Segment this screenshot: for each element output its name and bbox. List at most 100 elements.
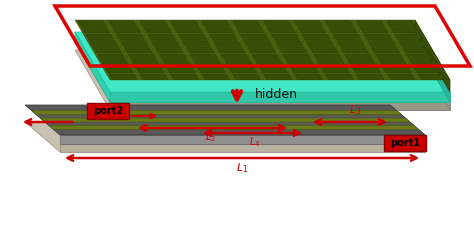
Polygon shape [233, 74, 261, 80]
Polygon shape [414, 68, 442, 73]
Polygon shape [326, 74, 353, 80]
Polygon shape [229, 68, 256, 73]
Polygon shape [110, 92, 450, 102]
Polygon shape [383, 68, 411, 73]
Polygon shape [321, 68, 349, 73]
Polygon shape [237, 28, 264, 33]
Text: port1: port1 [390, 138, 420, 148]
Polygon shape [113, 28, 141, 33]
Polygon shape [178, 34, 206, 40]
Polygon shape [217, 48, 245, 53]
Polygon shape [182, 41, 210, 46]
Polygon shape [147, 34, 175, 40]
Polygon shape [240, 34, 268, 40]
Polygon shape [75, 42, 450, 102]
Polygon shape [356, 21, 384, 26]
Polygon shape [159, 54, 187, 60]
Polygon shape [205, 28, 233, 33]
Polygon shape [171, 21, 199, 26]
Polygon shape [391, 28, 419, 33]
Polygon shape [252, 54, 280, 60]
Polygon shape [221, 54, 249, 60]
Polygon shape [264, 74, 292, 80]
Polygon shape [82, 28, 109, 33]
Polygon shape [353, 68, 380, 73]
Polygon shape [325, 21, 353, 26]
Polygon shape [78, 21, 106, 26]
Polygon shape [132, 61, 160, 66]
Polygon shape [75, 20, 450, 80]
Polygon shape [167, 68, 195, 73]
Polygon shape [283, 54, 310, 60]
Polygon shape [75, 32, 450, 92]
Polygon shape [345, 54, 373, 60]
Polygon shape [298, 28, 326, 33]
Polygon shape [260, 68, 288, 73]
Polygon shape [151, 41, 179, 46]
Polygon shape [415, 20, 450, 92]
Text: port2: port2 [93, 106, 123, 116]
Polygon shape [372, 48, 400, 53]
Polygon shape [294, 21, 322, 26]
Polygon shape [210, 34, 237, 40]
Polygon shape [105, 68, 133, 73]
Polygon shape [86, 34, 114, 40]
Polygon shape [248, 48, 276, 53]
Polygon shape [333, 34, 361, 40]
Polygon shape [368, 41, 396, 46]
Polygon shape [140, 74, 168, 80]
Polygon shape [410, 61, 438, 66]
Polygon shape [275, 41, 303, 46]
Polygon shape [375, 54, 403, 60]
Polygon shape [314, 54, 342, 60]
Polygon shape [415, 32, 450, 102]
Polygon shape [190, 54, 218, 60]
Polygon shape [225, 61, 253, 66]
Polygon shape [390, 114, 425, 152]
Polygon shape [97, 54, 125, 60]
Polygon shape [75, 32, 110, 102]
Polygon shape [109, 21, 137, 26]
Polygon shape [174, 28, 202, 33]
Polygon shape [117, 34, 145, 40]
Polygon shape [110, 102, 450, 110]
Polygon shape [318, 61, 346, 66]
Polygon shape [360, 28, 388, 33]
Polygon shape [399, 41, 427, 46]
Polygon shape [329, 28, 357, 33]
Polygon shape [128, 54, 156, 60]
Polygon shape [93, 48, 121, 53]
Polygon shape [186, 48, 214, 53]
Polygon shape [140, 21, 168, 26]
Polygon shape [136, 68, 164, 73]
Polygon shape [90, 41, 118, 46]
Polygon shape [25, 122, 425, 152]
Polygon shape [194, 61, 222, 66]
Polygon shape [387, 21, 415, 26]
FancyBboxPatch shape [87, 103, 129, 119]
Polygon shape [310, 48, 337, 53]
Polygon shape [415, 42, 450, 110]
Polygon shape [60, 144, 425, 152]
Polygon shape [144, 28, 172, 33]
Polygon shape [390, 105, 425, 144]
Polygon shape [279, 48, 307, 53]
Polygon shape [232, 21, 260, 26]
Polygon shape [171, 74, 199, 80]
Polygon shape [271, 34, 299, 40]
Polygon shape [124, 48, 152, 53]
Polygon shape [287, 61, 315, 66]
Text: $L_1$: $L_1$ [236, 161, 248, 175]
Polygon shape [256, 61, 283, 66]
Polygon shape [402, 48, 430, 53]
Text: hidden: hidden [255, 88, 298, 102]
Text: $L_3$: $L_3$ [349, 103, 361, 117]
Polygon shape [267, 28, 295, 33]
Polygon shape [341, 48, 369, 53]
Polygon shape [302, 34, 330, 40]
FancyBboxPatch shape [384, 135, 426, 151]
Text: $L_2$: $L_2$ [204, 130, 216, 144]
Polygon shape [201, 21, 229, 26]
Polygon shape [155, 48, 183, 53]
Polygon shape [40, 118, 410, 122]
